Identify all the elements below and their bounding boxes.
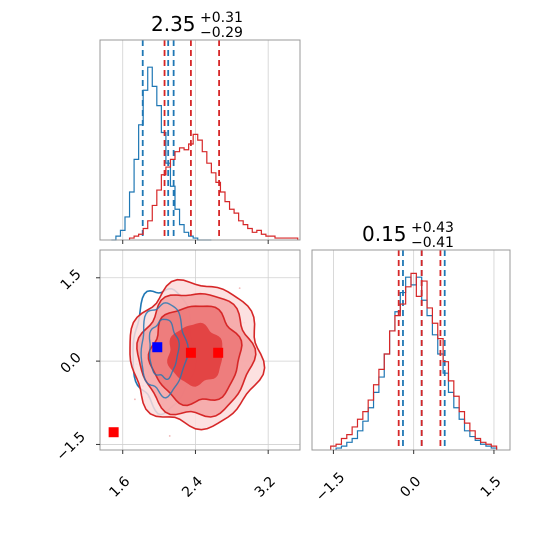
axes-frame [99, 39, 301, 241]
scatter-point [238, 287, 241, 290]
y-tick-label: 1.5 [58, 266, 85, 293]
y-tick-label: −1.5 [53, 429, 88, 464]
histogram-series-0 [111, 66, 212, 241]
blue-contour-top-1 [148, 318, 180, 380]
marginal-y-title-value: 0.15 [362, 222, 407, 246]
joint-contour-panel: 1.6 2.4 3.2 −1.5 0.0 1.5 [53, 249, 301, 501]
red-marker-1 [185, 347, 196, 358]
marginal-y-title-plus: +0.43 [411, 220, 454, 236]
scatter-point [168, 435, 171, 437]
marginal-x-title-minus: −0.29 [200, 25, 243, 41]
y-tick-label: 0.0 [58, 350, 85, 377]
x-tick-label: 0.0 [397, 474, 424, 501]
x-tick-label: 1.6 [106, 474, 133, 501]
axes-frame [311, 249, 511, 451]
red-marker-2 [213, 347, 224, 358]
marginal-histogram-x [99, 39, 301, 244]
histogram-series-1 [128, 133, 299, 240]
joint-body [100, 250, 300, 450]
x-tick-label: 3.2 [252, 474, 279, 501]
marginal-x-title: 2.35 +0.31 −0.29 [151, 10, 243, 41]
x-tick-label: 1.5 [478, 474, 505, 501]
x-tick-label: 2.4 [179, 474, 206, 501]
histogram-series-0 [335, 276, 498, 450]
histogram-series-1 [330, 272, 498, 450]
marginal-x-title-plus: +0.31 [200, 10, 243, 26]
marginal-y-title-minus: −0.41 [411, 235, 454, 251]
blue-contour-top-0 [140, 302, 190, 399]
x-tick-label: −1.5 [313, 469, 348, 504]
marginal-y-title: 0.15 +0.43 −0.41 [362, 220, 454, 251]
red-marker-0 [108, 427, 119, 438]
scatter-point [134, 398, 136, 401]
axes-frame [99, 249, 301, 451]
blue-marker [152, 342, 163, 353]
marginal-x-title-value: 2.35 [151, 12, 196, 36]
marginal-histogram-y: −1.5 0.0 1.5 [311, 249, 511, 505]
